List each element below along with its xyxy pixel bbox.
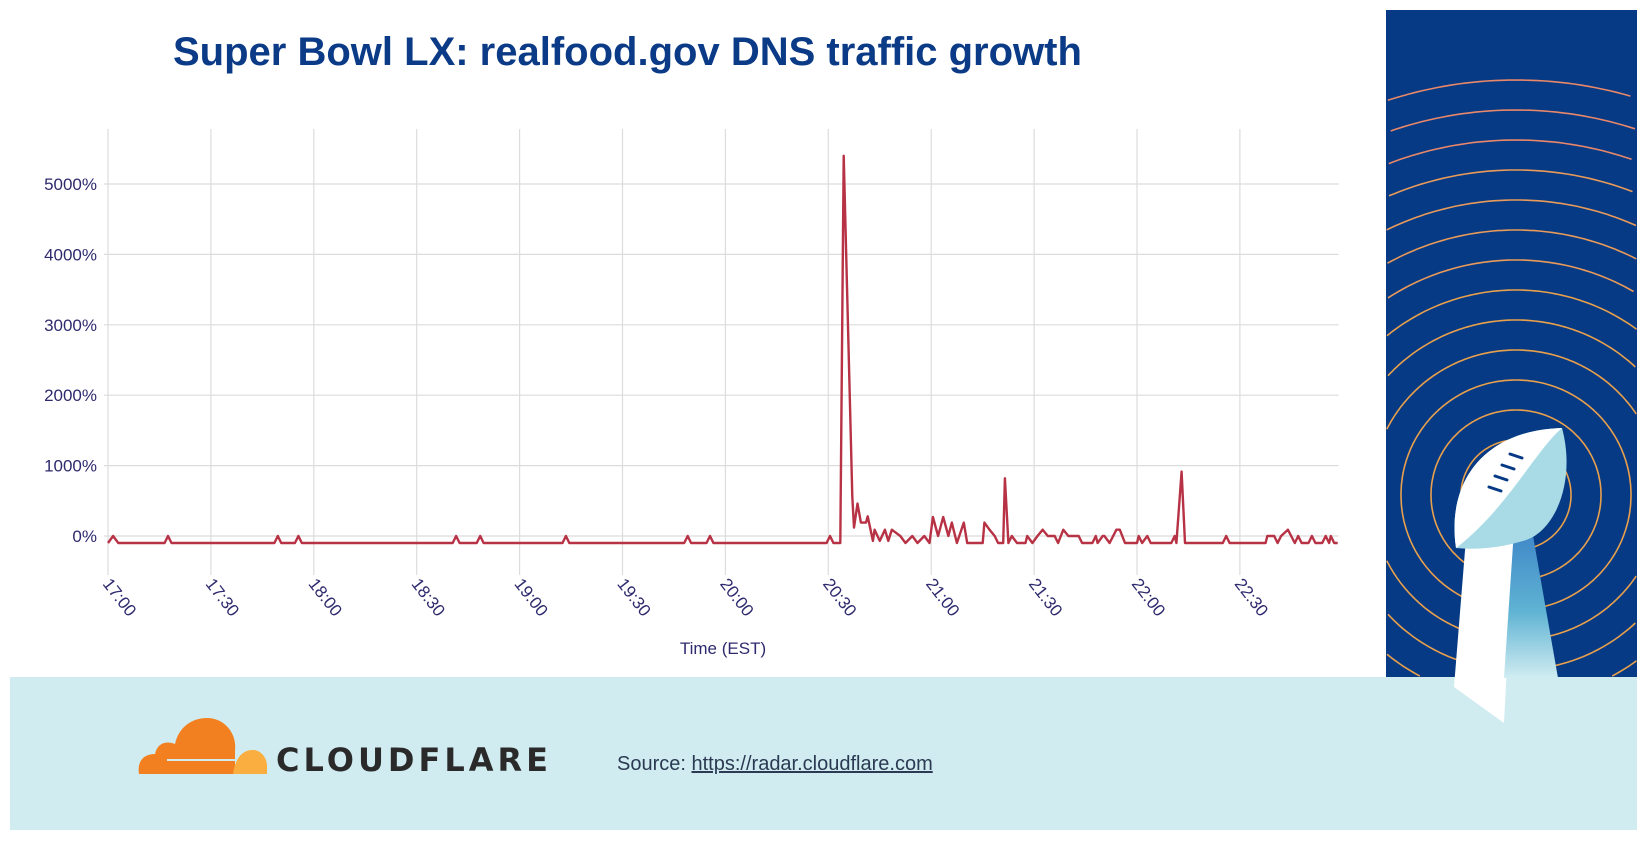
x-tick-label: 22:00: [1128, 575, 1169, 620]
x-tick-label: 17:00: [99, 575, 140, 620]
signal-ring: [1387, 259, 1634, 299]
signal-ring: [1386, 289, 1637, 677]
x-tick-label: 18:30: [408, 575, 449, 620]
signal-ring: [1386, 199, 1637, 231]
source-label: Source:: [617, 753, 686, 775]
source-link[interactable]: https://radar.cloudflare.com: [691, 753, 933, 775]
x-axis-title: Time (EST): [680, 639, 766, 658]
y-axis: 0% 1000% 2000% 3000% 4000% 5000%: [44, 175, 97, 546]
signal-ring: [1387, 79, 1631, 102]
cloudflare-wordmark: CLOUDFLARE: [276, 741, 552, 779]
grid: [104, 129, 1339, 575]
cloudflare-logo-icon: [138, 718, 267, 774]
y-tick-label: 3000%: [44, 316, 97, 335]
signal-ring: [1390, 109, 1636, 132]
source-credit: Source: https://radar.cloudflare.com: [617, 753, 933, 776]
x-tick-label: 18:00: [305, 575, 346, 620]
x-tick-label: 21:00: [922, 575, 963, 620]
x-tick-label: 17:30: [202, 575, 243, 620]
x-tick-label: 20:00: [716, 575, 757, 620]
y-tick-label: 5000%: [44, 175, 97, 194]
x-tick-label: 22:30: [1231, 575, 1272, 620]
y-tick-label: 1000%: [44, 457, 97, 476]
y-tick-label: 0%: [72, 527, 97, 546]
chart-title: Super Bowl LX: realfood.gov DNS traffic …: [173, 30, 1082, 74]
signal-ring: [1387, 229, 1637, 264]
x-tick-label: 19:00: [510, 575, 551, 620]
signal-ring: [1430, 409, 1602, 581]
x-axis: 17:00 17:30 18:00 18:30 19:00 19:30 20:00 20:30…: [99, 575, 1272, 620]
series-line: [107, 154, 1338, 545]
x-tick-label: 19:30: [613, 575, 654, 620]
signal-ring: [1388, 139, 1632, 165]
trophy-icon: [1454, 428, 1567, 723]
signal-ring: [1388, 169, 1633, 197]
y-tick-label: 4000%: [44, 245, 97, 264]
y-tick-label: 2000%: [44, 386, 97, 405]
line-chart: 0% 1000% 2000% 3000% 4000% 5000% 17:00 17:30 18…: [44, 129, 1339, 658]
x-tick-label: 20:30: [819, 575, 860, 620]
signal-ring: [1400, 379, 1632, 611]
footer-band: [10, 677, 1637, 830]
x-tick-label: 21:30: [1025, 575, 1066, 620]
